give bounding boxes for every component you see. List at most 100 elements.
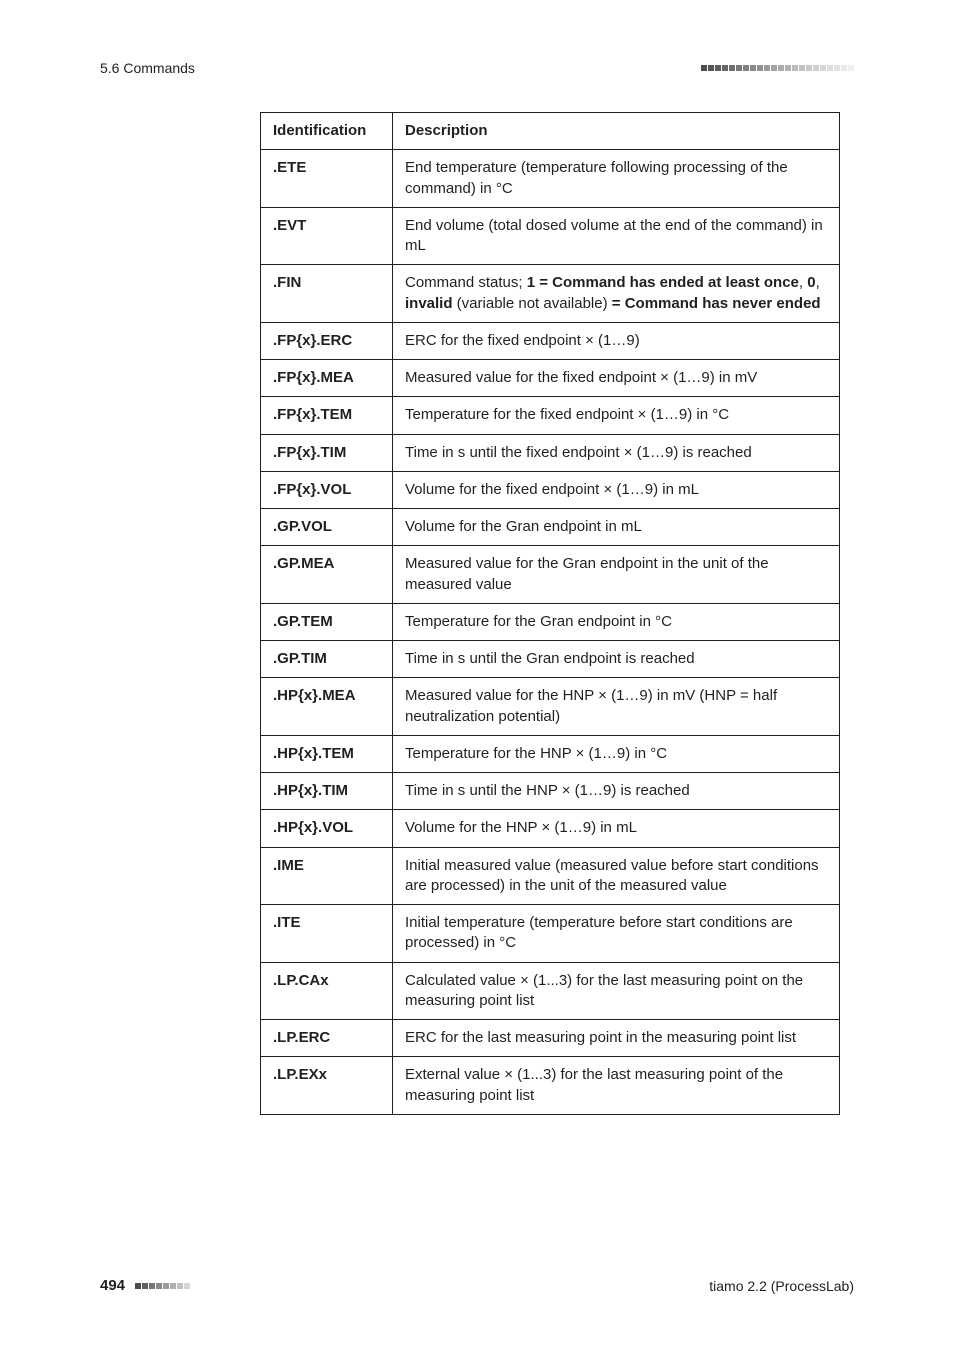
description-cell: Temperature for the HNP × (1…9) in °C [393,735,840,772]
identification-cell: .EVT [261,207,393,265]
square-icon [792,65,798,71]
text: External value × (1...3) for the last me… [405,1066,783,1103]
description-cell: Measured value for the Gran endpoint in … [393,546,840,604]
table-row: .HP{x}.VOLVolume for the HNP × (1…9) in … [261,810,840,847]
identification-cell: .GP.TIM [261,641,393,678]
table-row: .GP.TIMTime in s until the Gran endpoint… [261,641,840,678]
section-title: 5.6 Commands [100,60,195,76]
col-identification: Identification [261,113,393,150]
square-icon [827,65,833,71]
header-decoration [701,65,854,71]
square-icon [841,65,847,71]
text: invalid [405,295,453,312]
footer-decoration [135,1283,190,1289]
table-body: .ETEEnd temperature (temperature followi… [261,150,840,1115]
table-row: .LP.CAxCalculated value × (1...3) for th… [261,962,840,1020]
text: , [816,274,820,291]
square-icon [806,65,812,71]
square-icon [156,1283,162,1289]
text: End volume (total dosed volume at the en… [405,217,823,254]
identification-cell: .ETE [261,150,393,208]
text: Measured value for the HNP × (1…9) in mV… [405,687,777,724]
description-cell: End temperature (temperature following p… [393,150,840,208]
col-description: Description [393,113,840,150]
page-footer: 494 tiamo 2.2 (ProcessLab) [100,1277,854,1294]
identification-cell: .FP{x}.MEA [261,360,393,397]
description-cell: Time in s until the fixed endpoint × (1…… [393,434,840,471]
square-icon [750,65,756,71]
text: Command status; [405,274,527,291]
table-row: .LP.EXx External value × (1...3) for the … [261,1057,840,1115]
identification-cell: .FP{x}.TEM [261,397,393,434]
text: Measured value for the fixed endpoint × … [405,369,757,386]
description-cell: Command status; 1 = Command has ended at… [393,265,840,323]
text: Volume for the Gran endpoint in mL [405,518,642,535]
text: (variable not available) [453,295,612,312]
square-icon [177,1283,183,1289]
page-header: 5.6 Commands [100,60,854,76]
identification-cell: .GP.TEM [261,603,393,640]
description-cell: External value × (1...3) for the last me… [393,1057,840,1115]
doc-reference: tiamo 2.2 (ProcessLab) [709,1278,854,1294]
square-icon [701,65,707,71]
square-icon [722,65,728,71]
table-row: .LP.ERC ERC for the last measuring point … [261,1020,840,1057]
text: Initial measured value (measured value b… [405,857,819,894]
description-cell: Volume for the fixed endpoint × (1…9) in… [393,471,840,508]
square-icon [848,65,854,71]
identification-cell: .ITE [261,905,393,963]
square-icon [771,65,777,71]
table-row: .FP{x}.MEA Measured value for the fixed e… [261,360,840,397]
table-row: .FP{x}.VOLVolume for the fixed endpoint … [261,471,840,508]
text: Initial temperature (temperature before … [405,914,793,951]
description-cell: Volume for the Gran endpoint in mL [393,509,840,546]
footer-left: 494 [100,1277,190,1294]
commands-table: Identification Description .ETEEnd tempe… [260,112,840,1115]
table-row: .FP{x}.ERCERC for the fixed endpoint × (… [261,322,840,359]
square-icon [729,65,735,71]
description-cell: Measured value for the fixed endpoint × … [393,360,840,397]
identification-cell: .LP.ERC [261,1020,393,1057]
square-icon [149,1283,155,1289]
table-row: .GP.TEMTemperature for the Gran endpoint… [261,603,840,640]
description-cell: Time in s until the HNP × (1…9) is reach… [393,773,840,810]
text: , [799,274,807,291]
text: Time in s until the fixed endpoint × (1…… [405,444,752,461]
square-icon [757,65,763,71]
square-icon [715,65,721,71]
text: Calculated value × (1...3) for the last … [405,972,803,1009]
text: Measured value for the Gran endpoint in … [405,555,769,592]
identification-cell: .FIN [261,265,393,323]
commands-table-wrap: Identification Description .ETEEnd tempe… [260,112,840,1115]
description-cell: Initial temperature (temperature before … [393,905,840,963]
identification-cell: .GP.VOL [261,509,393,546]
identification-cell: .LP.EXx [261,1057,393,1115]
table-row: .IMEInitial measured value (measured val… [261,847,840,905]
description-cell: End volume (total dosed volume at the en… [393,207,840,265]
page-number: 494 [100,1277,125,1294]
square-icon [743,65,749,71]
square-icon [142,1283,148,1289]
square-icon [820,65,826,71]
page: 5.6 Commands Identification Description … [0,0,954,1350]
square-icon [778,65,784,71]
table-row: .HP{x}.TIMTime in s until the HNP × (1…9… [261,773,840,810]
table-row: .FINCommand status; 1 = Command has ende… [261,265,840,323]
description-cell: Calculated value × (1...3) for the last … [393,962,840,1020]
description-cell: Initial measured value (measured value b… [393,847,840,905]
text: Volume for the HNP × (1…9) in mL [405,819,637,836]
square-icon [708,65,714,71]
square-icon [170,1283,176,1289]
description-cell: Measured value for the HNP × (1…9) in mV… [393,678,840,736]
table-row: .FP{x}.TEMTemperature for the fixed endp… [261,397,840,434]
text: = Command has never ended [612,295,821,312]
description-cell: Temperature for the Gran endpoint in °C [393,603,840,640]
square-icon [813,65,819,71]
square-icon [834,65,840,71]
table-row: .ETEEnd temperature (temperature followi… [261,150,840,208]
text: ERC for the last measuring point in the … [405,1029,796,1046]
table-row: .FP{x}.TIMTime in s until the fixed endp… [261,434,840,471]
table-row: .EVT End volume (total dosed volume at th… [261,207,840,265]
square-icon [184,1283,190,1289]
description-cell: Time in s until the Gran endpoint is rea… [393,641,840,678]
